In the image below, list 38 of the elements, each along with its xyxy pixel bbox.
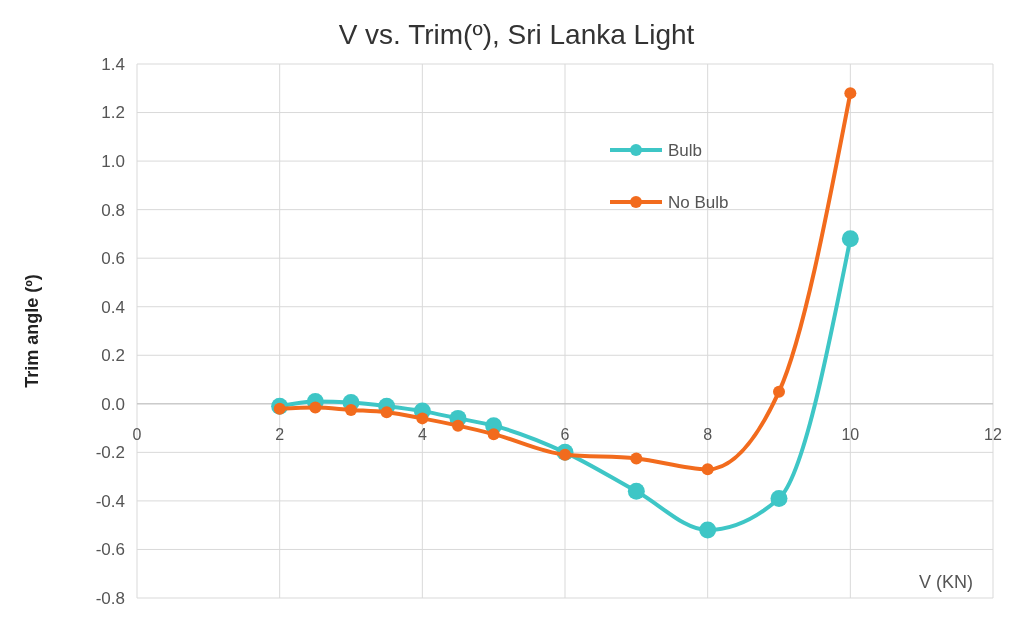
point (770, 489, 788, 507)
y-axis-title: Trim angle (º) (22, 274, 42, 388)
point (773, 385, 785, 398)
chart-title: V vs. Trim(º), Sri Lanka Light (338, 19, 695, 50)
legend-label: No Bulb (668, 192, 729, 212)
y-tick-label: 0.2 (101, 346, 125, 366)
y-tick-label: 1.2 (101, 103, 125, 123)
y-tick-label: -0.8 (95, 588, 125, 608)
point (452, 419, 464, 432)
point (380, 406, 393, 419)
x-tick-label: 4 (417, 425, 427, 443)
x-axis-title: V (KN) (919, 572, 973, 592)
y-tick-label: -0.4 (95, 491, 125, 511)
y-tick-label: -0.6 (95, 540, 125, 560)
y-tick-label: 0.8 (101, 200, 125, 220)
x-tick-label: 6 (560, 425, 570, 443)
point (841, 230, 859, 248)
y-tick-label: 0.6 (101, 249, 125, 269)
point (416, 412, 429, 425)
x-tick-label: 0 (132, 425, 142, 443)
point (701, 463, 714, 476)
point (844, 87, 857, 100)
x-tick-label: 10 (841, 425, 860, 443)
point (309, 401, 322, 414)
point (699, 521, 717, 539)
legend-label: Bulb (668, 140, 703, 160)
x-tick-label: 8 (703, 425, 713, 443)
point (487, 428, 500, 441)
point (345, 403, 357, 416)
y-tick-label: 1.0 (101, 152, 125, 172)
y-tick-label: 0.0 (101, 394, 125, 414)
y-tick-label: -0.2 (95, 443, 125, 463)
x-tick-label: 12 (984, 425, 1002, 443)
x-tick-label: 2 (275, 425, 285, 443)
point (627, 482, 645, 500)
y-tick-label: 0.4 (101, 297, 125, 317)
point (630, 452, 643, 465)
y-tick-label: 1.4 (101, 54, 125, 74)
